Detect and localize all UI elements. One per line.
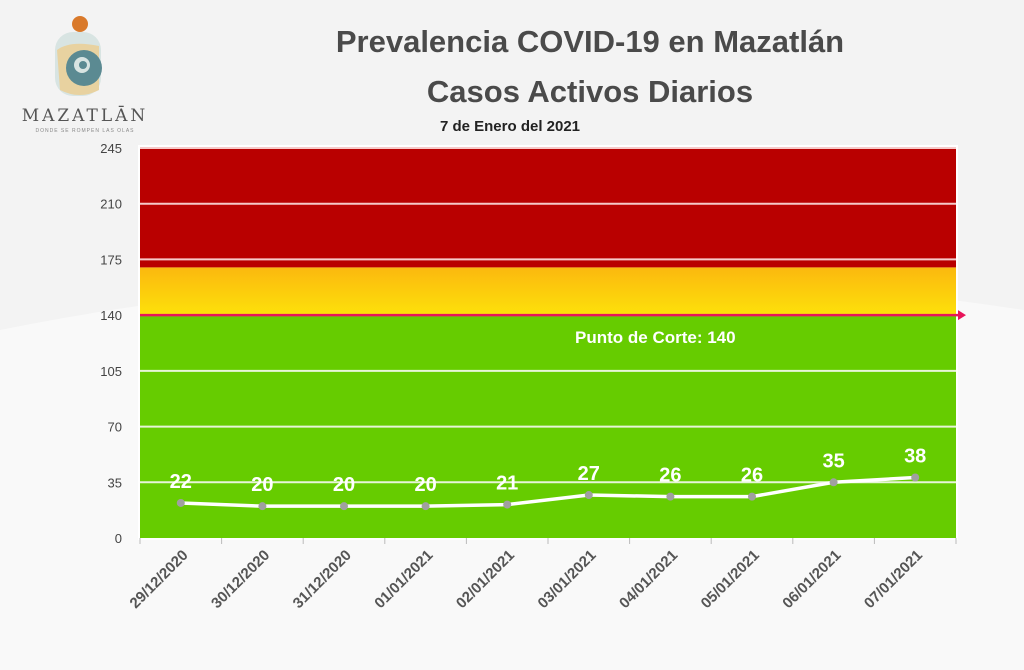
x-tick-label: 06/01/2021 [779,547,844,612]
logo-name: MAZATLĀN [21,106,149,126]
data-label: 35 [822,450,844,472]
data-point [340,502,348,511]
data-point [911,473,920,482]
data-point [584,491,593,500]
x-tick-label: 29/12/2020 [127,547,192,612]
y-tick-label: 175 [100,252,122,267]
x-tick-label: 03/01/2021 [535,547,600,612]
data-point [421,502,430,511]
y-tick-label: 0 [115,531,122,546]
band-2 [140,148,956,268]
x-tick-label: 04/01/2021 [616,547,681,612]
data-label: 26 [659,465,681,487]
data-point [829,478,838,487]
data-label: 22 [170,471,192,493]
y-tick-label: 245 [100,141,122,156]
band-1 [140,267,956,316]
data-label: 38 [904,446,926,468]
data-label: 21 [496,473,518,495]
x-tick-label: 31/12/2020 [290,547,355,612]
data-label: 27 [578,463,600,485]
x-tick-label: 01/01/2021 [371,547,436,612]
data-label: 26 [741,465,763,487]
x-tick-label: 30/12/2020 [208,547,273,612]
x-tick-label: 05/01/2021 [698,547,763,612]
threshold-label: Punto de Corte: 140 [575,328,736,347]
y-tick-label: 105 [100,364,122,379]
x-tick-label: 02/01/2021 [453,547,518,612]
y-tick-label: 210 [100,197,122,212]
data-point [176,498,185,507]
chart-date: 7 de Enero del 2021 [439,118,581,135]
data-label: 20 [251,474,273,496]
data-point [748,492,756,501]
logo-tagline: DONDE SE ROMPEN LAS OLAS [35,128,135,134]
data-point [666,492,675,501]
mazatlan-logo: MAZATLĀN DONDE SE ROMPEN LAS OLAS [10,10,145,135]
data-label: 20 [333,474,355,496]
y-tick-label: 70 [108,420,122,435]
chart-title: Prevalencia COVID-19 en Mazatlán [335,24,845,59]
y-tick-label: 140 [100,308,122,323]
data-label: 20 [414,474,436,496]
data-point [503,500,512,509]
series-line [180,475,916,508]
x-tick-label: 07/01/2021 [861,547,926,612]
data-point [258,502,267,511]
chart-subtitle: Casos Activos Diarios [426,74,754,109]
y-tick-label: 35 [108,475,122,490]
threshold-arrow-icon [958,310,966,321]
